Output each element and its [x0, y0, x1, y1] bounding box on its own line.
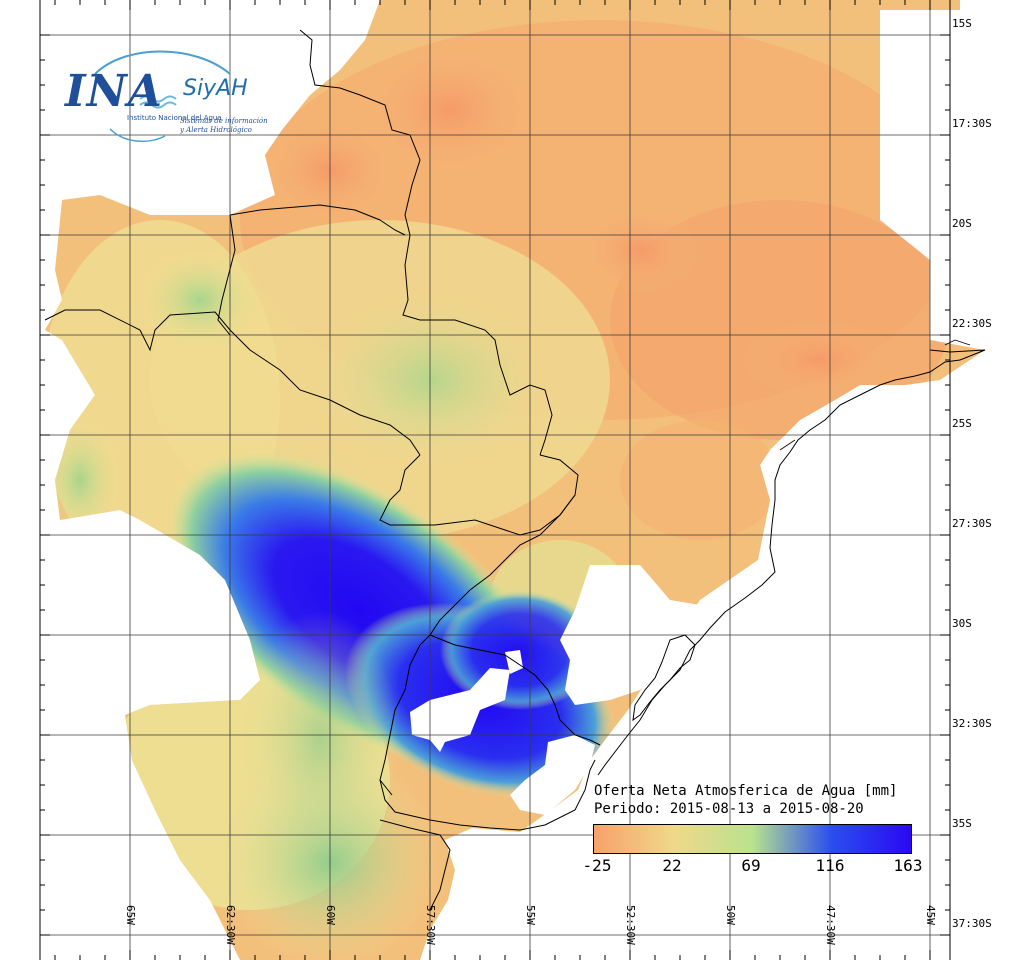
longitude-label: 47:30W — [824, 905, 837, 945]
frame-ticks — [40, 0, 950, 960]
no-data-region — [510, 735, 595, 815]
longitude-label: 62:30W — [224, 905, 237, 945]
latitude-label: 15S — [952, 17, 984, 30]
latitude-label: 30S — [952, 617, 984, 630]
logo-ina-text: INA — [65, 66, 163, 117]
legend-title: Oferta Neta Atmosferica de Agua [mm] Per… — [594, 782, 897, 818]
legend-tick-label: 22 — [662, 856, 682, 875]
color-scale-bar — [593, 824, 912, 854]
longitude-label: 60W — [324, 905, 337, 925]
legend-tick-label: 163 — [893, 856, 923, 875]
longitude-label: 50W — [724, 905, 737, 925]
longitude-label: 65W — [124, 905, 137, 925]
longitude-label: 57:30W — [424, 905, 437, 945]
logo-siyah-text: SiyAH — [183, 76, 248, 101]
latitude-label: 37:30S — [952, 917, 992, 930]
legend-tick-label: -25 — [582, 856, 612, 875]
logo-subtitle-line2: y Alerta Hidrológico — [180, 126, 252, 134]
latitude-label: 35S — [952, 817, 984, 830]
latitude-label: 32:30S — [952, 717, 992, 730]
logo-subtitle-line1: Sistemas de información — [180, 117, 268, 125]
latitude-label: 17:30S — [952, 117, 992, 130]
longitude-label: 55W — [524, 905, 537, 925]
longitude-label: 52:30W — [624, 905, 637, 945]
latitude-label: 20S — [952, 217, 984, 230]
latitude-label: 27:30S — [952, 517, 992, 530]
logo-arc-icon — [94, 50, 231, 143]
legend-period: Periodo: 2015-08-13 a 2015-08-20 — [594, 801, 864, 817]
coastline-details — [779, 339, 971, 451]
ina-siyah-logo: INA SiyAH Instituto Nacional del Agua Si… — [55, 44, 270, 154]
legend-tick-label: 69 — [741, 856, 761, 875]
legend-variable: Oferta Neta Atmosferica de Agua [mm] — [594, 783, 898, 799]
country-borders — [44, 29, 986, 911]
latitude-label: 25S — [952, 417, 984, 430]
logo-institute-text: Instituto Nacional del Agua — [127, 114, 222, 122]
longitude-label: 45W — [924, 905, 937, 925]
latitude-label: 22:30S — [952, 317, 992, 330]
legend-tick-label: 116 — [815, 856, 845, 875]
